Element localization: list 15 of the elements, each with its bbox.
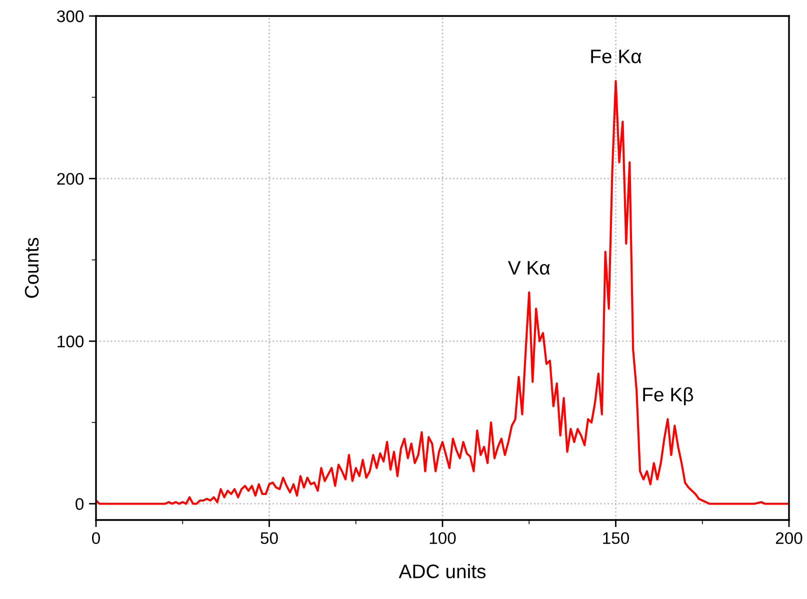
y-tick-label: 0 xyxy=(76,498,84,510)
line-series xyxy=(96,80,789,505)
x-tick-label: 200 xyxy=(776,532,802,544)
y-axis-title: Counts xyxy=(24,238,39,298)
y-tick-label: 200 xyxy=(57,172,84,185)
x-tick-label: 100 xyxy=(430,532,456,544)
x-tick-label: 0 xyxy=(92,532,100,544)
x-axis-title: ADC units xyxy=(398,564,486,578)
x-tick-label: 150 xyxy=(603,532,630,544)
annotation: Fe Kα xyxy=(591,50,642,64)
annotation: Fe Kβ xyxy=(643,387,694,406)
y-tick-label: 300 xyxy=(57,10,84,22)
y-tick-label: 100 xyxy=(58,336,84,348)
x-tick-label: 50 xyxy=(260,532,278,544)
annotation: V Kα xyxy=(508,261,550,275)
